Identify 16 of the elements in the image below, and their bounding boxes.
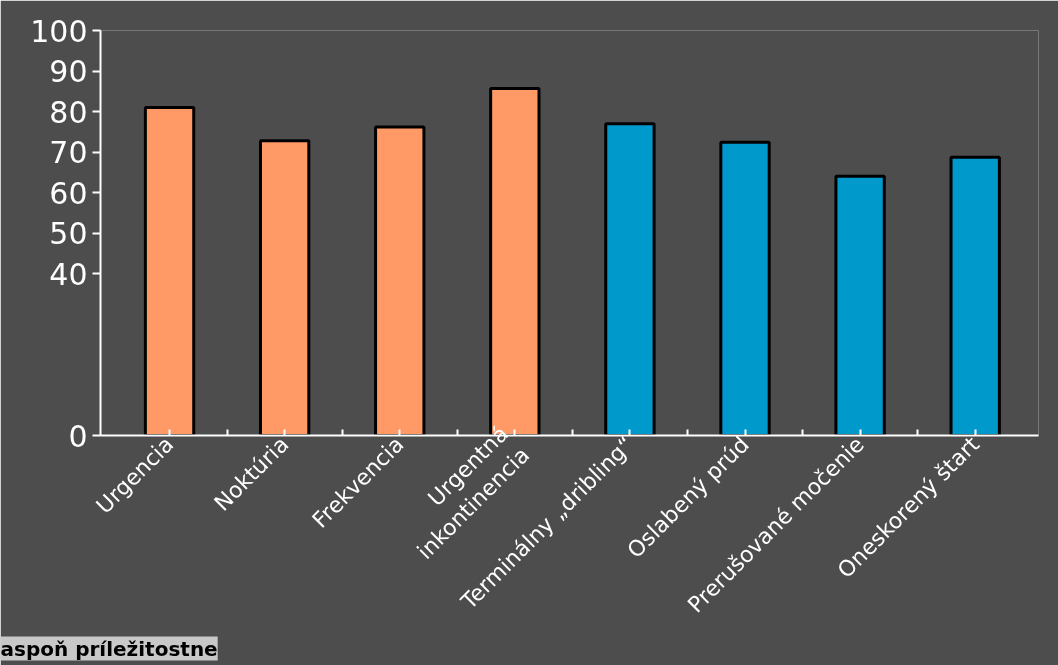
y-tick-label: 80 [49,94,88,130]
y-tick-label: 60 [49,175,88,211]
bar [258,139,311,436]
bar [143,105,196,436]
y-tick-label: 70 [49,135,88,170]
bar [949,155,1001,436]
y-tick-label: 40 [49,256,88,292]
y-tick-label: 0 [68,418,88,454]
text: aspoň príležitostne [0,636,218,661]
y-tick-label: 50 [49,216,88,251]
bar [834,174,886,436]
bar [719,140,771,436]
y-tick-label: 90 [49,54,88,89]
bar [604,122,656,436]
bar [374,125,426,436]
y-tick-label: 100 [30,13,88,49]
